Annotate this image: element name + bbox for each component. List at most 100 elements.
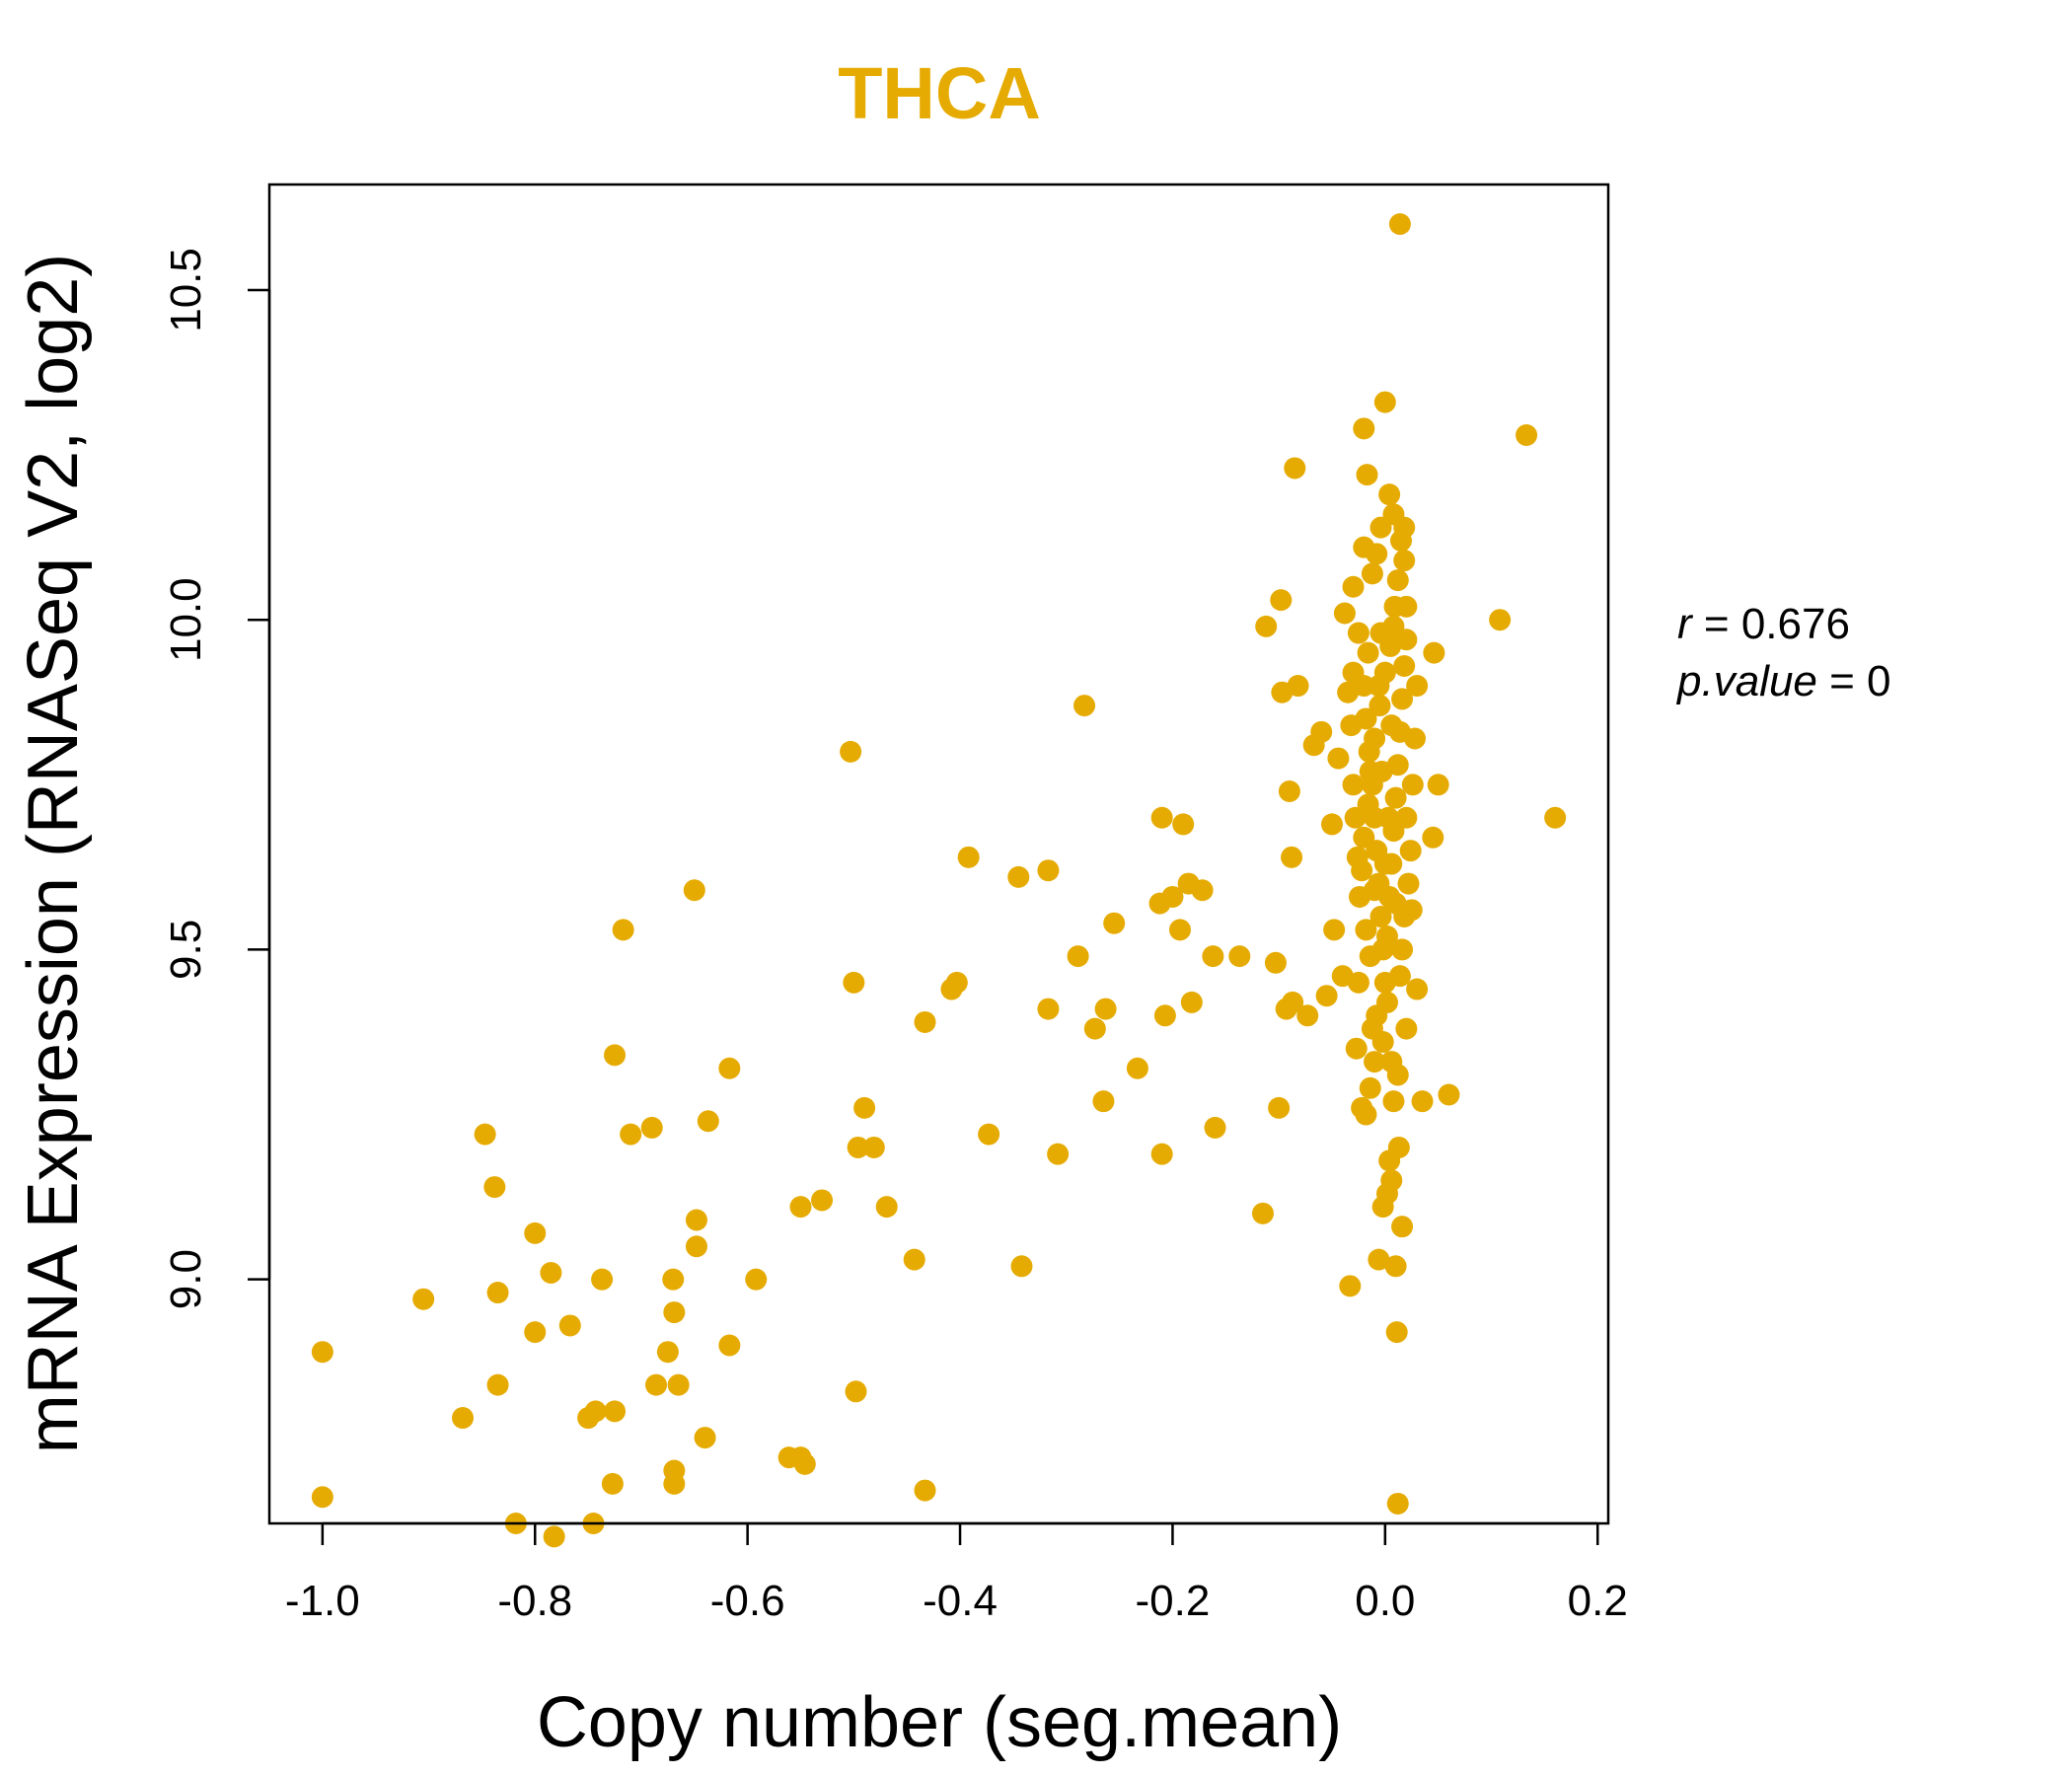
data-point [945,971,968,994]
data-point [1382,1090,1405,1113]
data-point [1126,1057,1148,1079]
data-point [1347,622,1369,644]
data-point [1357,641,1379,664]
data-point [1375,925,1398,948]
data-point [486,1282,509,1304]
data-point [1427,774,1449,796]
data-point [1380,1169,1403,1192]
data-point [811,1189,834,1212]
data-point [667,1373,690,1396]
data-point [1388,965,1411,988]
data-point [1323,919,1346,941]
data-point [1168,919,1191,941]
data-point [604,1400,627,1423]
data-point [1346,846,1369,868]
data-point [1342,575,1365,598]
data-point [1284,457,1306,480]
data-point [1287,675,1309,698]
y-axis-title: mRNA Expression (RNASeq V2, log2) [14,254,93,1453]
data-point [1327,747,1350,770]
data-point [1359,945,1381,968]
data-point [662,1268,685,1291]
p-annotation: p.value = 0 [1675,657,1891,705]
data-point [1010,1255,1033,1278]
x-axis: -1.0 -0.8 -0.6 -0.4 -0.2 0.0 0.2 [285,1521,1628,1625]
data-point [656,1341,679,1364]
data-point [1369,906,1392,928]
data-point [1516,424,1538,447]
data-point [412,1288,435,1310]
data-point [1399,840,1422,862]
data-point [1353,417,1375,440]
x-tick-label: -1.0 [285,1577,360,1625]
data-point [1180,991,1203,1013]
data-point [718,1057,741,1079]
data-point [1378,483,1401,506]
data-point [1391,938,1414,961]
data-point [1355,1103,1377,1126]
data-point [1489,609,1512,631]
data-point [1411,1090,1434,1113]
data-point [914,1479,936,1502]
data-point [1268,1096,1291,1119]
p-equals: = [1817,657,1867,705]
data-point [1395,806,1418,829]
r-value: 0.676 [1741,600,1850,648]
data-point [543,1525,565,1548]
data-point [1067,945,1089,968]
data-point [1339,1275,1362,1297]
data-point [1364,879,1386,902]
data-point [1386,1064,1409,1086]
y-tick-label: 10.0 [162,577,210,662]
data-point [1037,859,1060,882]
data-point [524,1321,547,1344]
x-axis-title: Copy number (seg.mean) [537,1683,1342,1762]
data-point [1406,978,1429,1000]
data-point [1092,1090,1115,1113]
data-point [1393,654,1416,677]
data-point [1364,1051,1386,1073]
data-point [1369,695,1391,717]
data-point [474,1123,496,1146]
data-point [311,1486,333,1509]
y-tick-label: 10.5 [162,248,210,333]
data-point [1296,1004,1319,1027]
data-point [1397,872,1420,895]
data-point [1391,688,1414,710]
y-tick-label: 9.5 [162,920,210,980]
data-point [1386,1492,1409,1515]
data-point [1371,1031,1394,1054]
data-point [903,1248,925,1271]
data-point [697,1110,719,1133]
data-point [1150,806,1173,829]
data-point [1340,714,1363,737]
data-point [1345,1037,1368,1060]
data-point [1204,1116,1226,1139]
data-point [1356,464,1378,486]
data-point [1342,774,1365,796]
data-point [1255,615,1278,637]
data-point [1544,806,1567,829]
data-point [1315,985,1338,1007]
data-point [1423,641,1445,664]
data-point [1073,695,1096,717]
data-point [853,1096,876,1119]
data-point [1361,562,1383,585]
data-point [1278,779,1300,802]
data-point [840,740,862,763]
data-point [1406,675,1429,698]
data-point [1359,1076,1381,1099]
data-point [1281,846,1303,868]
data-point [1270,589,1293,612]
data-point [1380,714,1403,737]
data-point [745,1268,768,1291]
data-point [1393,516,1416,539]
data-point [862,1136,885,1158]
data-point [978,1123,1000,1146]
x-tick-label: -0.4 [923,1577,998,1625]
data-point [1379,634,1402,657]
data-point [1393,550,1416,572]
y-tick-label: 9.0 [162,1249,210,1309]
data-point [1387,1136,1410,1158]
